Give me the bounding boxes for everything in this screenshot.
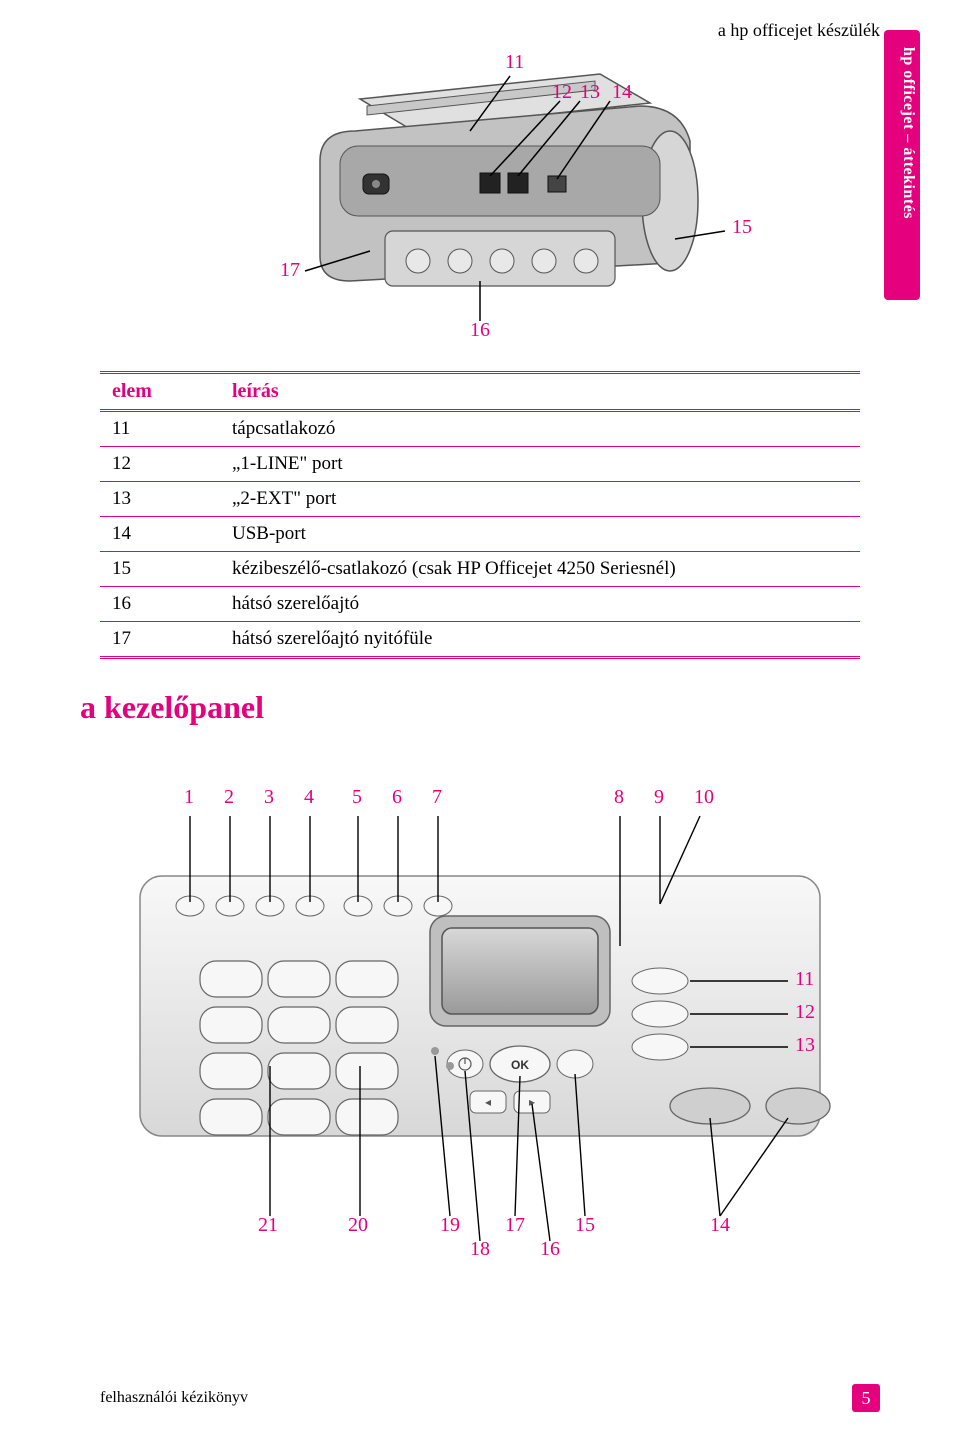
cell-desc: tápcsatlakozó xyxy=(220,411,860,447)
cell-desc: „1-LINE" port xyxy=(220,447,860,482)
callout2-5: 5 xyxy=(352,786,362,809)
callout2-2: 2 xyxy=(224,786,234,809)
cell-elem: 15 xyxy=(100,552,220,587)
cell-desc: hátsó szerelőajtó xyxy=(220,587,860,622)
callout2-21: 21 xyxy=(258,1214,278,1237)
table-row: 16hátsó szerelőajtó xyxy=(100,587,860,622)
callout2-17: 17 xyxy=(505,1214,525,1237)
callout2-19: 19 xyxy=(440,1214,460,1237)
page-header: a hp officejet készülék xyxy=(100,20,880,41)
footer-text: felhasználói kézikönyv xyxy=(100,1389,248,1407)
callout-13: 13 xyxy=(580,81,600,104)
cell-elem: 17 xyxy=(100,622,220,658)
callout2-12: 12 xyxy=(795,1001,815,1024)
callout2-9: 9 xyxy=(654,786,664,809)
callout2-7: 7 xyxy=(432,786,442,809)
callout2-18: 18 xyxy=(470,1238,490,1261)
callout2-6: 6 xyxy=(392,786,402,809)
col-header-leiras: leírás xyxy=(220,373,860,411)
callout2-8: 8 xyxy=(614,786,624,809)
printer-rear-diagram: 11 12 13 14 15 17 16 xyxy=(170,61,810,361)
page-number: 5 xyxy=(852,1384,880,1412)
table-row: 12„1-LINE" port xyxy=(100,447,860,482)
callout2-16: 16 xyxy=(540,1238,560,1261)
callout2-1: 1 xyxy=(184,786,194,809)
svg-text:OK: OK xyxy=(511,1058,529,1072)
callout2-15: 15 xyxy=(575,1214,595,1237)
svg-text:◂: ◂ xyxy=(485,1095,491,1109)
table-row: 13„2-EXT" port xyxy=(100,482,860,517)
cell-desc: hátsó szerelőajtó nyitófüle xyxy=(220,622,860,658)
callout-14: 14 xyxy=(612,81,632,104)
callout-16: 16 xyxy=(470,319,490,342)
table-row: 14USB-port xyxy=(100,517,860,552)
col-header-elem: elem xyxy=(100,373,220,411)
callout-15: 15 xyxy=(732,216,752,239)
callout2-14: 14 xyxy=(710,1214,730,1237)
callout2-20: 20 xyxy=(348,1214,368,1237)
callout-17: 17 xyxy=(280,259,300,282)
callout2-3: 3 xyxy=(264,786,274,809)
cell-desc: kézibeszélő-csatlakozó (csak HP Officeje… xyxy=(220,552,860,587)
callout2-11: 11 xyxy=(795,968,814,991)
cell-desc: USB-port xyxy=(220,517,860,552)
control-panel-diagram: OK ◂ ▸ xyxy=(100,746,860,1266)
callout-12: 12 xyxy=(552,81,572,104)
side-tab-label: hp officejet – áttekintés xyxy=(899,47,917,219)
table-row: 11tápcsatlakozó xyxy=(100,411,860,447)
cell-elem: 12 xyxy=(100,447,220,482)
cell-desc: „2-EXT" port xyxy=(220,482,860,517)
callout2-10: 10 xyxy=(694,786,714,809)
callout2-4: 4 xyxy=(304,786,314,809)
cell-elem: 14 xyxy=(100,517,220,552)
section-title-kezelopanel: a kezelőpanel xyxy=(80,689,880,726)
cell-elem: 11 xyxy=(100,411,220,447)
callout-11: 11 xyxy=(505,51,524,74)
cell-elem: 16 xyxy=(100,587,220,622)
table-row: 17hátsó szerelőajtó nyitófüle xyxy=(100,622,860,658)
parts-table: elem leírás 11tápcsatlakozó12„1-LINE" po… xyxy=(100,371,860,659)
table-row: 15kézibeszélő-csatlakozó (csak HP Office… xyxy=(100,552,860,587)
callout2-13: 13 xyxy=(795,1034,815,1057)
cell-elem: 13 xyxy=(100,482,220,517)
